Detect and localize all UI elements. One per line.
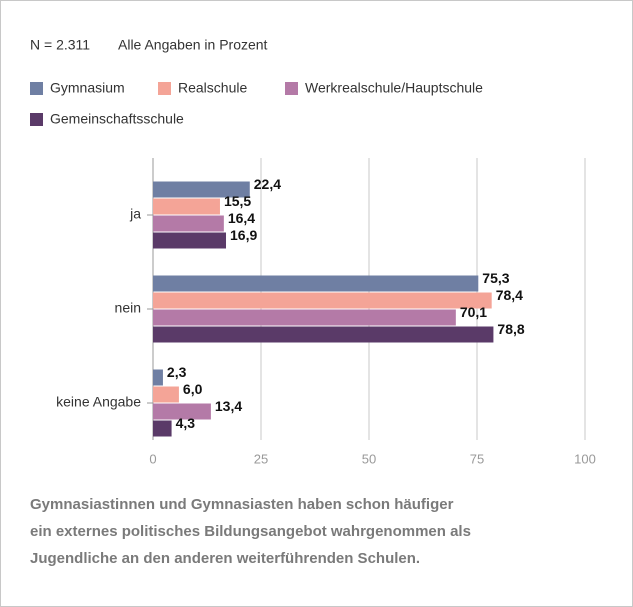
- caption: Gymnasiastinnen und Gymnasiasten haben s…: [30, 496, 454, 513]
- legend-label: Realschule: [178, 80, 247, 96]
- legend-swatch: [30, 82, 43, 95]
- value-label: 13,4: [215, 398, 242, 414]
- value-label: 22,4: [254, 176, 281, 192]
- bar: [153, 403, 211, 420]
- bar: [153, 215, 224, 232]
- legend-swatch: [30, 113, 43, 126]
- x-tick-label: 50: [362, 451, 376, 466]
- legend-label: Werkrealschule/Hauptschule: [305, 80, 483, 96]
- caption: Jugendliche an den anderen weiterführend…: [30, 550, 420, 567]
- bar: [153, 275, 479, 292]
- legend-label: Gemeinschaftsschule: [50, 111, 184, 127]
- legend-label: Gymnasium: [50, 80, 125, 96]
- x-tick-label: 75: [470, 451, 484, 466]
- value-label: 6,0: [183, 381, 203, 397]
- value-label: 70,1: [460, 304, 487, 320]
- bar: [153, 326, 494, 343]
- y-tick-label: nein: [115, 300, 141, 316]
- value-label: 75,3: [482, 270, 509, 286]
- x-tick-label: 100: [574, 451, 596, 466]
- value-label: 78,8: [497, 321, 524, 337]
- value-label: 78,4: [496, 287, 523, 303]
- bar: [153, 309, 456, 326]
- note: Alle Angaben in Prozent: [118, 37, 268, 53]
- legend-swatch: [158, 82, 171, 95]
- bar: [153, 369, 163, 386]
- y-tick-label: keine Angabe: [56, 394, 141, 410]
- bar: [153, 420, 172, 437]
- bar: [153, 232, 227, 249]
- caption: ein externes politisches Bildungsangebot…: [30, 523, 471, 540]
- value-label: 16,4: [228, 210, 255, 226]
- value-label: 16,9: [230, 227, 257, 243]
- bar: [153, 292, 492, 309]
- bar: [153, 181, 250, 198]
- note: N = 2.311: [30, 37, 90, 53]
- bar: [153, 198, 220, 215]
- legend-swatch: [285, 82, 298, 95]
- x-tick-label: 25: [254, 451, 268, 466]
- y-tick-label: ja: [129, 206, 141, 222]
- bar: [153, 386, 179, 403]
- value-label: 2,3: [167, 364, 187, 380]
- x-tick-label: 0: [149, 451, 156, 466]
- value-label: 4,3: [176, 415, 196, 431]
- value-label: 15,5: [224, 193, 251, 209]
